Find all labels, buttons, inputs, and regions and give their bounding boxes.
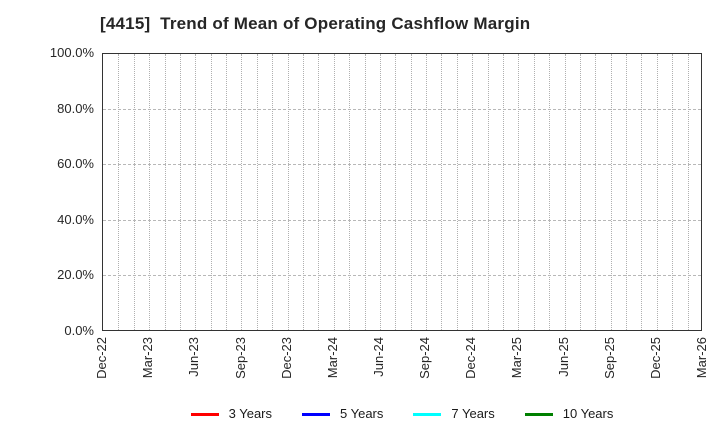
vertical-gridline (179, 54, 181, 330)
y-axis-tick-label: 20.0% (57, 267, 94, 283)
vertical-gridline (687, 54, 689, 330)
x-axis-tick-label: Dec-24 (463, 337, 479, 379)
vertical-gridline (395, 54, 397, 330)
y-axis-tick-label: 80.0% (57, 100, 94, 116)
legend-line-swatch (413, 412, 442, 416)
vertical-gridline (641, 54, 643, 330)
legend-label: 5 Years (340, 406, 384, 421)
vertical-gridline (379, 54, 381, 330)
horizontal-gridline (103, 164, 701, 166)
vertical-gridline (149, 54, 151, 330)
vertical-gridline (472, 54, 474, 330)
vertical-gridline (549, 54, 551, 330)
vertical-gridline (118, 54, 120, 330)
vertical-gridline (656, 54, 658, 330)
vertical-gridline (318, 54, 320, 330)
vertical-gridline (349, 54, 351, 330)
y-axis-tick-label: 40.0% (57, 211, 94, 227)
horizontal-gridline (103, 219, 701, 221)
vertical-gridline (626, 54, 628, 330)
x-axis-tick-label: Sep-24 (417, 337, 433, 379)
vertical-gridline (503, 54, 504, 330)
vertical-gridline (610, 54, 612, 330)
vertical-gridline (287, 54, 289, 330)
legend-label: 7 Years (451, 406, 495, 421)
y-axis-tick-label: 0.0% (64, 323, 94, 338)
legend-item: 5 Years (302, 406, 383, 422)
chart-title: [4415] Trend of Mean of Operating Cashfl… (100, 14, 531, 33)
vertical-gridline (195, 54, 197, 330)
horizontal-gridline (103, 109, 701, 111)
vertical-gridline (426, 54, 428, 330)
legend-line-swatch (524, 412, 553, 416)
vertical-gridline (164, 54, 166, 330)
legend: 3 Years 5 Years 7 Years 10 Years (102, 406, 702, 422)
vertical-gridline (579, 54, 581, 330)
legend-line-swatch (302, 412, 330, 416)
vertical-gridline (272, 54, 274, 330)
x-axis-tick-label: Mar-26 (694, 337, 709, 379)
vertical-gridline (133, 54, 135, 330)
y-axis-tick-label: 60.0% (57, 156, 94, 172)
plot-area (102, 53, 702, 331)
x-axis-tick-label: Dec-25 (647, 337, 663, 379)
x-axis-tick-label: Sep-23 (232, 337, 248, 379)
vertical-gridline (672, 54, 674, 330)
vertical-gridline (210, 54, 212, 330)
vertical-gridline (564, 54, 566, 330)
vertical-gridline (241, 54, 243, 330)
horizontal-gridline (103, 274, 701, 276)
vertical-gridline (256, 54, 258, 330)
x-axis-tick-label: Dec-22 (94, 337, 109, 379)
legend-item: 3 Years (190, 406, 272, 422)
legend-item: 7 Years (413, 406, 495, 422)
x-axis-tick-label: Mar-24 (324, 337, 340, 379)
x-axis-tick-label: Dec-23 (278, 337, 294, 379)
vertical-gridline (487, 54, 489, 330)
vertical-gridline (410, 54, 412, 330)
x-axis-tick-label: Jun-24 (370, 337, 386, 377)
x-axis-tick-label: Jun-23 (186, 337, 202, 377)
legend-label: 3 Years (228, 406, 272, 421)
legend-label: 10 Years (562, 406, 614, 421)
x-axis-tick-label: Mar-25 (509, 337, 525, 379)
x-axis-tick-label: Sep-25 (601, 337, 617, 379)
vertical-gridline (364, 54, 366, 330)
vertical-gridline (226, 54, 228, 330)
vertical-gridline (595, 54, 597, 330)
legend-item: 10 Years (524, 406, 614, 422)
vertical-gridline (518, 54, 520, 330)
vertical-gridline (303, 54, 304, 330)
y-axis-tick-label: 100.0% (49, 45, 94, 60)
legend-line-swatch (190, 412, 219, 416)
vertical-gridline (456, 54, 458, 330)
vertical-gridline (441, 54, 443, 330)
vertical-gridline (333, 54, 335, 330)
x-axis-tick-label: Mar-23 (140, 337, 156, 379)
x-axis-tick-label: Jun-25 (555, 337, 571, 377)
vertical-gridline (533, 54, 535, 330)
